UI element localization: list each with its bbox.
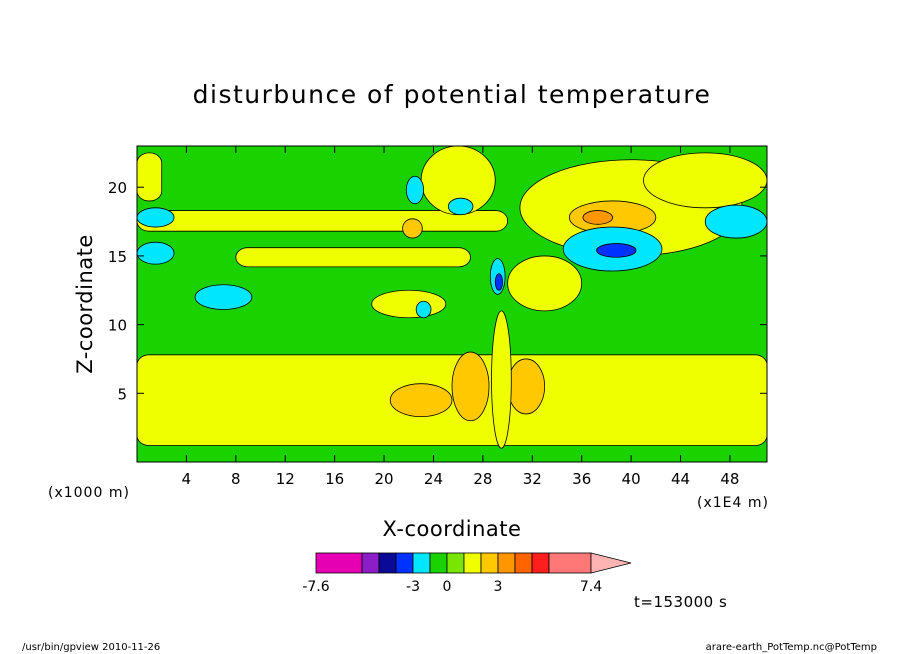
colorbar-swatch [446,552,465,574]
x-tick-label: 8 [231,470,241,488]
y-tick-label: 10 [108,317,127,335]
x-tick-label: 44 [671,470,690,488]
y-axis: 5 10 15 20 [108,179,767,403]
x-tick-label: 48 [720,470,739,488]
field-blob-16 [704,204,767,239]
plot-frame [136,145,768,463]
colorbar-swatch [497,552,516,574]
field-blob-15 [194,284,253,310]
field-blob-3 [371,289,447,319]
y-axis-label: Z-coordinate [73,234,97,374]
y-unit-label: (x1000 m) [48,485,130,501]
colorbar-label: 3 [494,579,503,595]
colorbar-swatch [378,552,397,574]
colorbar-label: -7.6 [302,579,329,595]
colorbar-swatch [361,552,380,574]
x-tick-label: 20 [375,470,394,488]
colorbar-label: 7.4 [580,579,602,595]
field-blob-14 [137,241,175,265]
plot-area [137,146,767,462]
colorbar-swatch [315,552,363,574]
field-blob-13 [137,207,175,228]
x-tick-label: 12 [276,470,295,488]
colorbar-swatch [514,552,533,574]
field-blob-17 [405,175,424,205]
y-tick-label: 5 [117,385,127,403]
field-blob-8 [389,383,453,418]
colorbar-label: -3 [406,579,420,595]
colorbar-swatch [429,552,448,574]
colorbar-swatch [463,552,482,574]
x-tick-label: 4 [182,470,192,488]
colorbar-swatch [548,552,592,574]
colorbar-swatch [395,552,414,574]
field-blob-9 [451,351,490,422]
y-tick-label: 15 [108,248,127,266]
field-blob-10 [507,358,546,415]
x-tick-label: 40 [622,470,641,488]
x-tick-label: 36 [572,470,591,488]
colorbar-label: 0 [443,579,452,595]
field-blob-7 [402,218,423,239]
chart-title: disturbunce of potential temperature [193,80,712,109]
x-axis: 4 8 12 16 20 24 28 32 36 40 44 48 [182,146,739,488]
footer-right: arare-earth_PotTemp.nc@PotTemp [706,642,877,653]
x-tick-label: 32 [523,470,542,488]
field-band-3 [137,152,163,202]
x-tick-label: 28 [473,470,492,488]
field-blob-18 [447,197,474,216]
colorbar-swatch [412,552,431,574]
footer-left: /usr/bin/gpview 2010-11-26 [22,642,160,653]
field-blob-4 [507,255,583,312]
field-band-2 [235,247,471,268]
field-blob-21 [415,300,432,319]
colorbar-arrow [590,552,632,574]
colorbar: -7.6 -3 0 3 7.4 [302,552,632,595]
field-blob-22 [491,310,512,449]
timestamp-label: t=153000 s [634,593,727,611]
field-blob-20 [494,273,504,291]
field-blob-1 [643,152,767,209]
x-unit-label: (x1E4 m) [697,495,769,511]
x-axis-label: X-coordinate [383,517,522,541]
x-tick-label: 24 [424,470,443,488]
colorbar-swatch [480,552,499,574]
y-tick-label: 20 [108,179,127,197]
x-tick-label: 16 [325,470,344,488]
colorbar-swatch [531,552,550,574]
field-blob-12 [596,243,637,258]
field-blob-6 [582,210,613,225]
